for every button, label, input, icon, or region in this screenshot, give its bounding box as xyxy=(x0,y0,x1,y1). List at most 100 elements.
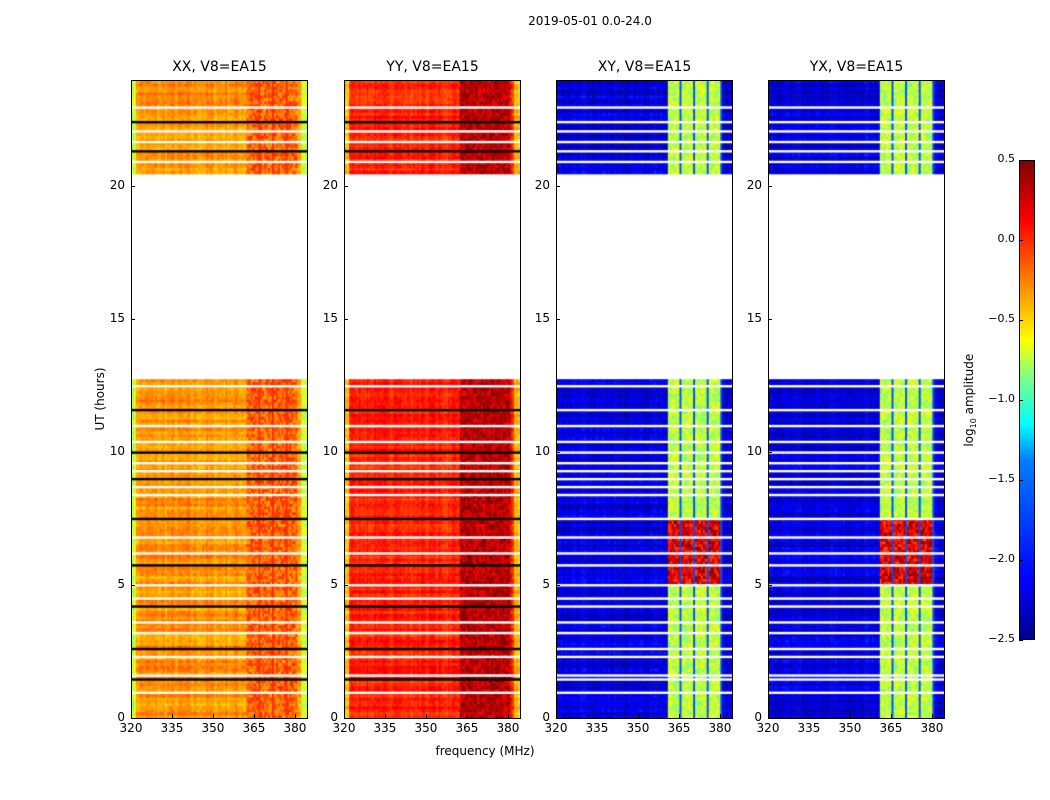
colorbar-tick-label: −0.5 xyxy=(988,312,1015,325)
y-tick-label: 0 xyxy=(542,710,550,724)
colorbar-label-main: log xyxy=(961,428,976,447)
x-tick-label: 320 xyxy=(332,721,356,735)
panel-title: XX, V8=EA15 xyxy=(172,59,267,75)
y-tick-label: 5 xyxy=(117,577,125,592)
y-tick-mark xyxy=(344,585,348,587)
y-tick-mark xyxy=(131,585,135,587)
colorbar-tick-mark xyxy=(1019,240,1023,241)
colorbar-tick-label: 0.5 xyxy=(997,152,1016,165)
y-tick-mark xyxy=(131,718,135,719)
y-tick-label: 15 xyxy=(534,311,550,326)
y-tick-label: 0 xyxy=(330,710,338,724)
heatmap-panel xyxy=(131,80,308,719)
y-tick-mark xyxy=(344,186,348,188)
x-tick-mark xyxy=(344,714,345,718)
y-tick-mark xyxy=(556,186,560,188)
y-tick-label: 20 xyxy=(322,178,338,193)
colorbar-label-rest: amplitude xyxy=(961,353,976,419)
x-tick-label: 350 xyxy=(414,721,438,735)
x-tick-label: 350 xyxy=(838,721,862,735)
y-tick-mark xyxy=(556,718,560,719)
heatmap-panel xyxy=(344,80,521,719)
colorbar-label: log10 amplitude xyxy=(962,340,978,460)
x-tick-mark xyxy=(507,714,509,718)
x-tick-mark xyxy=(466,714,468,718)
x-tick-mark xyxy=(637,714,639,718)
x-tick-mark xyxy=(384,714,386,718)
x-tick-label: 365 xyxy=(242,721,266,735)
y-tick-label: 10 xyxy=(109,444,125,459)
y-tick-mark xyxy=(768,452,772,454)
x-tick-mark xyxy=(171,714,173,718)
y-tick-label: 0 xyxy=(754,710,762,724)
x-tick-label: 380 xyxy=(920,721,944,735)
x-tick-label: 380 xyxy=(283,721,307,735)
x-tick-mark xyxy=(808,714,810,718)
y-tick-label: 20 xyxy=(746,178,762,193)
x-tick-label: 365 xyxy=(455,721,479,735)
y-tick-mark xyxy=(768,186,772,188)
y-tick-mark xyxy=(131,186,135,188)
x-tick-label: 320 xyxy=(756,721,780,735)
heatmap-canvas xyxy=(132,81,307,718)
x-tick-mark xyxy=(425,714,427,718)
x-tick-label: 365 xyxy=(667,721,691,735)
y-tick-label: 5 xyxy=(330,577,338,592)
heatmap-canvas xyxy=(345,81,520,718)
y-tick-label: 5 xyxy=(754,577,762,592)
colorbar-label-sub: 10 xyxy=(969,418,979,429)
colorbar-tick-label: −1.0 xyxy=(988,392,1015,405)
colorbar-tick-mark xyxy=(1019,640,1023,641)
x-tick-mark xyxy=(768,714,769,718)
x-tick-label: 350 xyxy=(201,721,225,735)
colorbar-tick-label: 0.0 xyxy=(997,232,1016,245)
colorbar-tick-label: −2.5 xyxy=(988,632,1015,645)
y-tick-mark xyxy=(131,452,135,454)
x-tick-label: 380 xyxy=(708,721,732,735)
y-tick-mark xyxy=(768,585,772,587)
heatmap-panel xyxy=(768,80,945,719)
x-tick-mark xyxy=(212,714,214,718)
x-tick-label: 380 xyxy=(496,721,520,735)
y-tick-label: 20 xyxy=(534,178,550,193)
y-tick-mark xyxy=(344,718,348,719)
x-axis-label: frequency (MHz) xyxy=(435,744,535,758)
y-tick-mark xyxy=(344,319,348,321)
y-tick-mark xyxy=(556,452,560,454)
y-tick-label: 10 xyxy=(746,444,762,459)
y-tick-label: 5 xyxy=(542,577,550,592)
x-tick-mark xyxy=(294,714,296,718)
y-tick-mark xyxy=(768,319,772,321)
x-tick-label: 335 xyxy=(797,721,821,735)
panel-title: YY, V8=EA15 xyxy=(386,59,479,75)
x-tick-mark xyxy=(849,714,851,718)
y-tick-label: 15 xyxy=(746,311,762,326)
figure-title: 2019-05-01 0.0-24.0 xyxy=(528,14,652,28)
x-tick-label: 320 xyxy=(119,721,143,735)
y-tick-mark xyxy=(556,585,560,587)
x-tick-label: 365 xyxy=(879,721,903,735)
x-tick-label: 335 xyxy=(160,721,184,735)
colorbar-tick-label: −2.0 xyxy=(988,552,1015,565)
panel-title: XY, V8=EA15 xyxy=(597,59,692,75)
x-tick-label: 320 xyxy=(544,721,568,735)
heatmap-canvas xyxy=(769,81,944,718)
heatmap-panel xyxy=(556,80,733,719)
colorbar-tick-mark xyxy=(1019,400,1023,401)
x-tick-label: 335 xyxy=(373,721,397,735)
panel-title: YX, V8=EA15 xyxy=(809,59,904,75)
colorbar-tick-label: −1.5 xyxy=(988,472,1015,485)
x-tick-mark xyxy=(719,714,721,718)
x-tick-label: 335 xyxy=(585,721,609,735)
y-tick-label: 10 xyxy=(322,444,338,459)
y-tick-mark xyxy=(131,319,135,321)
y-tick-mark xyxy=(768,718,772,719)
x-tick-mark xyxy=(556,714,557,718)
x-tick-mark xyxy=(678,714,680,718)
x-tick-mark xyxy=(931,714,933,718)
x-tick-mark xyxy=(131,714,132,718)
colorbar-tick-mark xyxy=(1019,560,1023,561)
y-axis-label: UT (hours) xyxy=(93,367,107,431)
x-tick-mark xyxy=(890,714,892,718)
y-tick-label: 15 xyxy=(322,311,338,326)
